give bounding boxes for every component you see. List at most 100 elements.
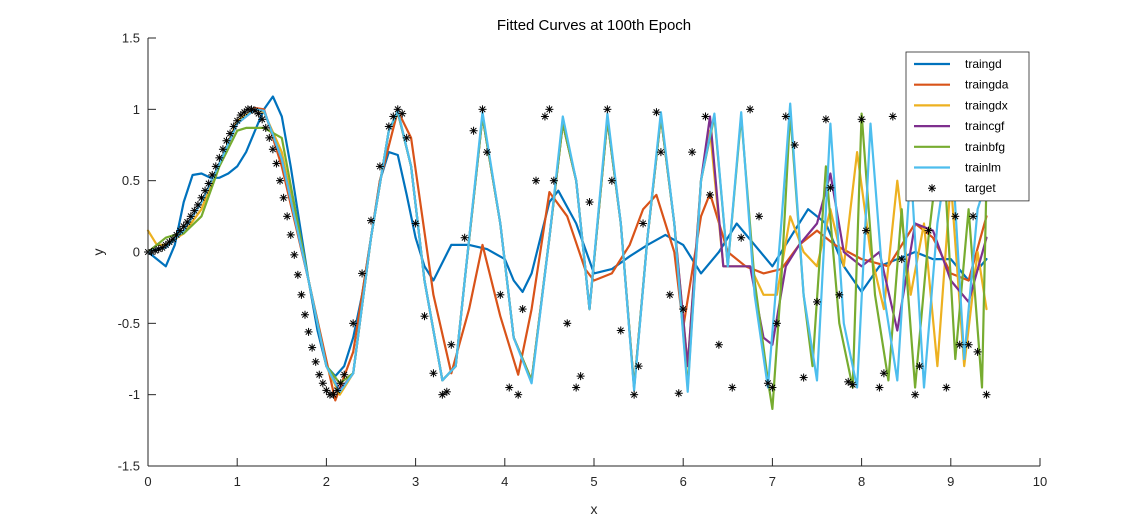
legend-label: traincgf: [965, 119, 1005, 133]
target-marker: [201, 186, 210, 195]
x-tick-label: 5: [590, 474, 597, 489]
target-marker: [875, 383, 884, 392]
target-marker: [879, 369, 888, 378]
target-marker: [208, 170, 217, 179]
target-marker: [442, 387, 451, 396]
legend-label: trainbfg: [965, 140, 1005, 154]
target-marker: [293, 270, 302, 279]
target-marker: [790, 141, 799, 149]
target-marker: [572, 383, 581, 392]
target-marker: [674, 389, 683, 398]
target-marker: [607, 176, 616, 185]
x-tick-label: 0: [144, 474, 151, 489]
legend-label: traingdx: [965, 98, 1008, 112]
target-marker: [420, 312, 429, 321]
target-marker: [888, 112, 897, 121]
target-marker: [755, 212, 764, 221]
target-marker: [799, 373, 808, 382]
target-marker: [505, 383, 514, 392]
target-marker: [701, 112, 710, 121]
target-marker: [311, 357, 320, 366]
target-marker: [576, 372, 585, 381]
target-marker: [315, 370, 324, 379]
x-tick-label: 1: [234, 474, 241, 489]
y-axis-label: y: [90, 249, 106, 256]
target-marker: [603, 105, 612, 114]
target-marker: [183, 218, 192, 227]
x-tick-label: 8: [858, 474, 865, 489]
target-marker: [862, 226, 871, 235]
target-marker: [540, 112, 549, 121]
legend-swatch: [928, 184, 936, 193]
target-marker: [322, 386, 331, 395]
x-axis-label: x: [591, 501, 598, 517]
x-tick-label: 9: [947, 474, 954, 489]
target-marker: [679, 305, 688, 314]
target-marker: [333, 386, 342, 395]
target-marker: [384, 122, 393, 131]
x-tick-label: 6: [680, 474, 687, 489]
target-marker: [924, 226, 933, 235]
legend: traingd traingda traingdx traincgf trainbfg t…: [905, 51, 1030, 202]
target-marker: [447, 340, 456, 349]
target-marker: [826, 183, 835, 192]
y-tick-label: -1.5: [118, 459, 140, 474]
target-marker: [518, 305, 527, 314]
target-marker: [304, 327, 313, 336]
target-marker: [429, 369, 438, 378]
target-marker: [585, 198, 594, 207]
x-tick-label: 2: [323, 474, 330, 489]
target-marker: [172, 230, 181, 239]
target-marker: [973, 347, 982, 356]
target-marker: [545, 105, 554, 114]
target-marker: [652, 108, 661, 117]
legend-label: trainlm: [965, 161, 1001, 175]
legend-item-target: target: [928, 181, 996, 195]
target-marker: [781, 112, 790, 121]
target-marker: [389, 112, 398, 121]
target-marker: [290, 250, 299, 259]
target-marker: [349, 319, 358, 328]
target-marker: [844, 377, 853, 386]
target-marker: [402, 133, 411, 142]
target-marker: [193, 200, 202, 209]
target-marker: [915, 362, 924, 371]
y-tick-label: 1: [133, 102, 140, 117]
target-marker: [158, 243, 167, 252]
target-marker: [964, 340, 973, 349]
x-tick-label: 3: [412, 474, 419, 489]
target-marker: [630, 390, 639, 399]
target-marker: [813, 297, 821, 306]
target-marker: [911, 390, 920, 399]
target-marker: [857, 115, 866, 124]
target-marker: [772, 319, 781, 328]
target-marker: [639, 219, 648, 228]
target-marker: [204, 179, 213, 188]
target-marker: [737, 233, 746, 242]
target-marker: [616, 326, 625, 335]
target-marker: [469, 126, 478, 135]
target-marker: [969, 212, 978, 221]
target-marker: [482, 148, 491, 157]
target-marker: [942, 383, 951, 392]
target-marker: [336, 379, 345, 388]
target-marker: [375, 162, 384, 171]
target-marker: [478, 105, 487, 114]
target-marker: [955, 340, 964, 349]
target-marker: [279, 193, 288, 202]
target-marker: [358, 269, 367, 278]
target-marker: [728, 383, 737, 392]
target-marker: [229, 122, 238, 131]
series-line-trainlm: [146, 102, 988, 393]
target-marker: [656, 148, 665, 157]
target-marker: [297, 290, 306, 299]
x-tick-label: 10: [1033, 474, 1047, 489]
target-marker: [821, 115, 830, 124]
target-marker: [286, 230, 295, 239]
target-marker: [179, 222, 188, 231]
target-marker: [514, 390, 523, 399]
target-marker: [563, 319, 572, 328]
target-marker: [746, 105, 755, 114]
target-marker: [268, 145, 277, 154]
legend-label: traingda: [965, 78, 1009, 92]
